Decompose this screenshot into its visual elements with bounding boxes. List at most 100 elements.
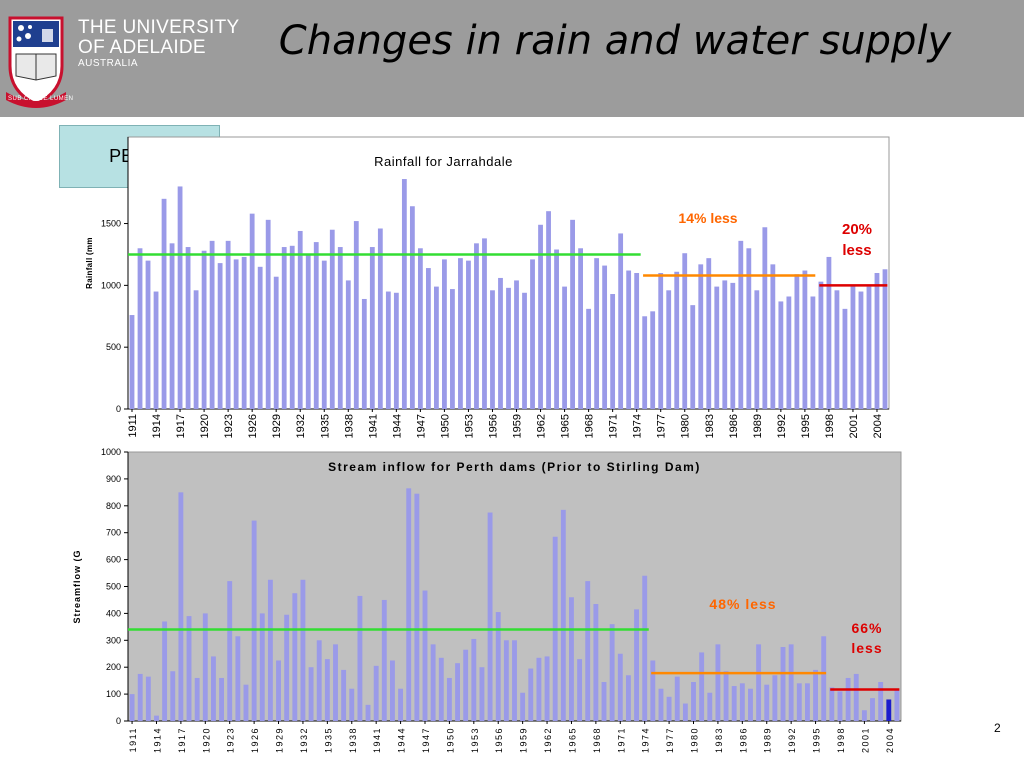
chart-2-bar-1921 — [210, 656, 216, 721]
university-motto: SUB CRUCE LUMEN — [8, 96, 74, 102]
chart-2-y-tick-label: 300 — [106, 635, 121, 645]
university-country: AUSTRALIA — [78, 58, 139, 69]
chart-1-bar-1920 — [201, 250, 207, 409]
chart-1-bar-1921 — [209, 240, 215, 409]
chart-1-x-tick-label: 1992 — [776, 414, 788, 438]
chart-2-bar-1945 — [406, 488, 412, 721]
chart-1-bar-1948 — [425, 268, 431, 409]
chart-1-bar-2002 — [858, 291, 864, 409]
chart-1-bar-1981 — [690, 305, 696, 409]
chart-2-bar-1944 — [398, 688, 404, 721]
chart-1-bar-1990 — [762, 227, 768, 409]
chart-2-bar-1946 — [414, 493, 420, 721]
chart-1-bar-1934 — [313, 242, 319, 409]
chart-2-bar-1937 — [341, 669, 347, 721]
chart-1-bar-1922 — [217, 263, 223, 409]
chart-1-bar-1946 — [409, 206, 415, 409]
chart-1-bar-1988 — [746, 248, 752, 409]
chart-2-y-tick-label: 700 — [106, 528, 121, 538]
chart-1-annotation-1: 14% less — [678, 210, 737, 226]
chart-2-bar-1965 — [569, 597, 574, 721]
chart-2-x-tick-label: 1935 — [323, 727, 333, 753]
chart-2-bar-1994 — [804, 683, 810, 721]
university-name-line1: THE UNIVERSITY — [78, 17, 240, 38]
chart-1-x-tick-label: 1974 — [632, 414, 644, 438]
chart-2-bar-1983 — [715, 644, 721, 721]
chart-2-x-tick-label: 1962 — [543, 727, 553, 753]
chart-1-bar-1918 — [185, 247, 191, 409]
chart-1-x-tick-label: 1965 — [560, 414, 572, 438]
chart-2-x-tick-label: 1923 — [226, 727, 236, 753]
chart-2-bar-1949 — [438, 657, 444, 721]
chart-2-x-tick-label: 1959 — [519, 727, 529, 753]
chart-1-bar-1928 — [265, 219, 271, 409]
chart-2-bar-1979 — [682, 703, 688, 721]
chart-1-y-tick-label: 1000 — [101, 280, 121, 290]
chart-2-bar-1981 — [699, 652, 705, 721]
chart-1-bar-1935 — [321, 260, 327, 409]
chart-1-bar-2003 — [866, 286, 872, 409]
chart-2-bar-1991 — [780, 647, 786, 721]
chart-2-bar-1951 — [455, 663, 460, 721]
chart-2-x-tick-label: 1956 — [494, 727, 504, 753]
chart-1-y-tick-label: 500 — [106, 342, 121, 352]
chart-2-y-tick-label: 0 — [116, 716, 121, 726]
chart-2-title: Stream inflow for Perth dams (Prior to S… — [328, 460, 701, 474]
chart-2-bar-1923 — [227, 581, 233, 721]
chart-2-x-tick-label: 1917 — [177, 727, 187, 753]
chart-2-bar-1974 — [642, 575, 648, 721]
chart-1-bar-1984 — [714, 286, 720, 409]
chart-1-y-tick-label: 0 — [116, 404, 121, 414]
chart-2-bar-1984 — [723, 671, 729, 721]
chart-2-bar-1931 — [292, 593, 298, 721]
chart-1-x-tick-label: 1920 — [199, 414, 211, 438]
chart-2-bar-1958 — [512, 640, 517, 721]
chart-1-bar-1917 — [177, 186, 183, 409]
chart-1-bar-1963 — [546, 211, 551, 409]
chart-1-x-tick-label: 1983 — [704, 414, 716, 438]
chart-2-bar-1987 — [748, 688, 753, 721]
chart-1-x-tick-label: 1962 — [536, 414, 548, 438]
chart-2-annotation-1: 48% less — [709, 596, 776, 612]
chart-2-x-tick-label: 1944 — [397, 727, 407, 753]
annotation-word: 66% — [851, 620, 882, 636]
chart-2-bar-1920 — [202, 613, 208, 721]
chart-2-bar-1918 — [186, 616, 192, 721]
chart-1-bar-1979 — [674, 271, 680, 409]
chart-2-bar-1943 — [390, 660, 395, 721]
annotation-word: less — [851, 640, 882, 656]
chart-2-bar-1915 — [162, 621, 168, 721]
chart-1-x-tick-label: 2001 — [848, 414, 860, 438]
chart-2-bar-1942 — [381, 599, 387, 721]
chart-1-bar-1940 — [361, 298, 367, 409]
chart-2-bar-1936 — [333, 644, 338, 721]
university-crest-logo — [6, 16, 66, 108]
chart-2-x-tick-label: 1995 — [812, 727, 822, 753]
chart-2-bar-1916 — [170, 671, 176, 721]
chart-2-x-tick-label: 1920 — [201, 727, 211, 753]
slide-title: Changes in rain and water supply — [278, 18, 952, 64]
chart-2-bar-1996 — [821, 636, 827, 721]
chart-2-bar-1988 — [756, 644, 762, 721]
chart-2-bar-1973 — [634, 609, 639, 721]
chart-1-bar-1950 — [442, 259, 447, 409]
chart-1-x-tick-label: 1986 — [728, 414, 740, 438]
chart-1-bar-1930 — [281, 247, 287, 409]
chart-2-bar-1998 — [837, 691, 843, 721]
chart-1-x-tick-label: 1977 — [656, 414, 668, 438]
chart-2-bar-2002 — [870, 698, 875, 721]
chart-1-bar-1955 — [482, 238, 487, 409]
chart-1-bar-1915 — [161, 198, 167, 409]
chart-1-bar-1925 — [241, 256, 247, 409]
chart-1-x-tick-label: 1971 — [608, 414, 620, 438]
chart-1-bar-1999 — [834, 290, 840, 409]
chart-1-bar-2001 — [850, 285, 856, 409]
chart-2-x-tick-label: 2001 — [860, 727, 870, 753]
chart-2-bar-1956 — [495, 612, 501, 721]
chart-2-y-tick-label: 100 — [106, 689, 121, 699]
annotation-word: 20% — [842, 221, 872, 238]
chart-1-x-tick-label: 1950 — [439, 414, 451, 438]
chart-2-bar-1993 — [796, 683, 802, 721]
chart-1-bar-1983 — [706, 258, 712, 409]
chart-2-bar-1966 — [577, 659, 583, 721]
